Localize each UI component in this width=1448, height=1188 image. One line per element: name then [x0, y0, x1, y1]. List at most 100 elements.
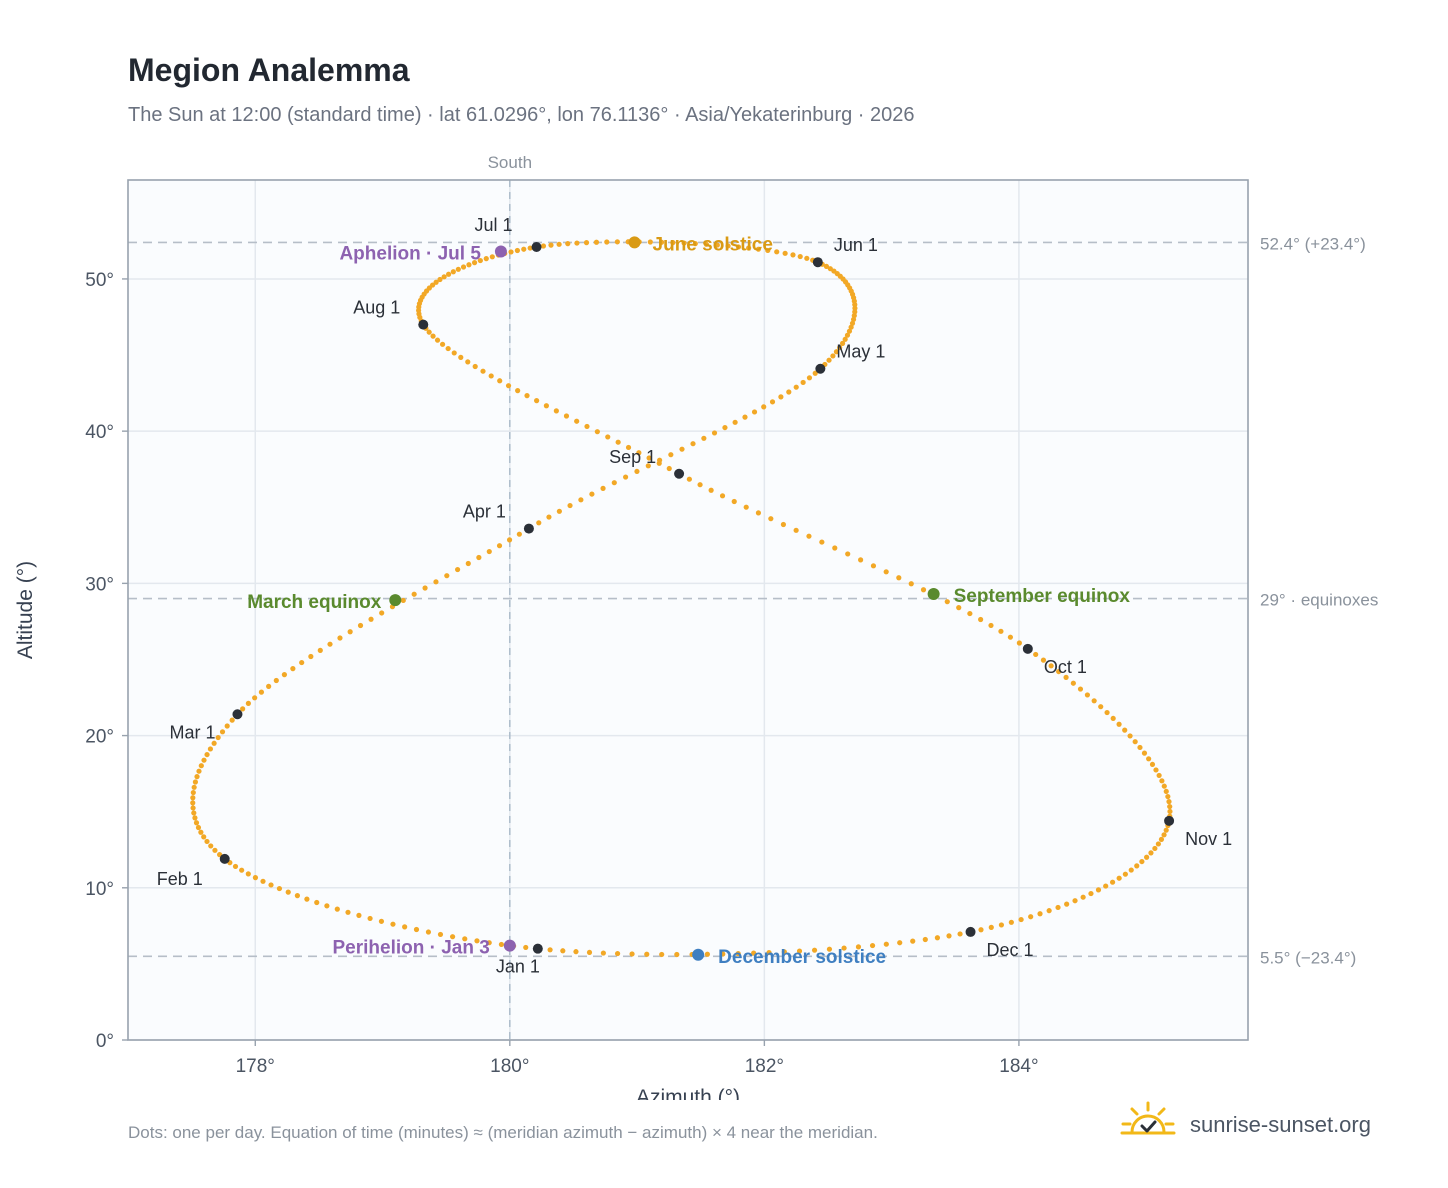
- daily-sun-dot: [437, 276, 443, 283]
- daily-sun-dot: [1139, 858, 1145, 865]
- daily-sun-dot: [690, 441, 696, 447]
- daily-sun-dot: [732, 419, 738, 425]
- daily-sun-dot: [450, 269, 456, 275]
- daily-sun-dot: [832, 545, 838, 551]
- daily-sun-dot: [444, 573, 450, 579]
- daily-sun-dot: [536, 520, 542, 526]
- daily-sun-dot: [735, 951, 741, 957]
- daily-sun-dot: [614, 239, 620, 245]
- daily-sun-dot: [1163, 788, 1169, 795]
- daily-sun-dot: [701, 435, 707, 441]
- month-label: Jun 1: [834, 235, 878, 255]
- daily-sun-dot: [1156, 772, 1162, 779]
- daily-sun-dot: [841, 945, 847, 951]
- daily-sun-dot: [934, 935, 941, 941]
- daily-sun-dot: [462, 936, 468, 942]
- daily-sun-dot: [681, 240, 687, 246]
- daily-sun-dot: [686, 476, 692, 482]
- daily-sun-dot: [978, 616, 984, 623]
- daily-sun-dot: [194, 774, 200, 780]
- daily-sun-dot: [356, 912, 362, 918]
- daily-sun-dot: [1110, 715, 1116, 722]
- daily-sun-dot: [337, 635, 343, 641]
- month-label: Jan 1: [496, 957, 540, 977]
- daily-sun-dot: [793, 384, 799, 390]
- footnote: Dots: one per day. Equation of time (min…: [128, 1123, 878, 1142]
- daily-sun-dot: [546, 514, 552, 520]
- daily-sun-dot: [455, 266, 461, 272]
- daily-sun-dot: [778, 394, 784, 400]
- daily-sun-dot: [413, 926, 420, 933]
- daily-sun-dot: [922, 936, 928, 943]
- daily-sun-dot: [239, 867, 245, 873]
- daily-sun-dot: [1144, 854, 1150, 860]
- event-dot: [389, 594, 402, 607]
- daily-sun-dot: [988, 924, 994, 930]
- daily-sun-dot: [454, 566, 461, 573]
- daily-sun-dot: [460, 264, 467, 270]
- x-tick-label: 184°: [999, 1056, 1038, 1077]
- month-dot: [965, 926, 976, 937]
- daily-sun-dot: [855, 944, 862, 950]
- daily-sun-dot: [845, 551, 851, 557]
- month-label: Sep 1: [609, 447, 656, 467]
- daily-sun-dot: [704, 951, 710, 957]
- daily-sun-dot: [1165, 793, 1171, 800]
- daily-sun-dot: [276, 885, 283, 892]
- daily-sun-dot: [192, 815, 198, 821]
- daily-sun-dot: [488, 373, 494, 379]
- month-dot: [1022, 643, 1033, 654]
- daily-sun-dot: [190, 789, 196, 796]
- daily-sun-dot: [1153, 767, 1159, 773]
- daily-sun-dot: [797, 253, 803, 260]
- daily-sun-dot: [646, 455, 652, 461]
- daily-sun-dot: [1104, 709, 1110, 716]
- daily-sun-dot: [645, 463, 651, 469]
- month-dot: [219, 853, 230, 864]
- daily-sun-dot: [400, 597, 406, 604]
- daily-sun-dot: [556, 241, 562, 247]
- daily-sun-dot: [281, 672, 288, 678]
- daily-sun-dot: [547, 947, 553, 953]
- daily-sun-dot: [204, 751, 210, 758]
- event-dot: [692, 948, 705, 961]
- daily-sun-dot: [782, 250, 788, 256]
- daily-sun-dot: [534, 398, 540, 404]
- daily-sun-dot: [644, 951, 650, 957]
- daily-sun-dot: [390, 921, 396, 927]
- daily-sun-dot: [548, 242, 554, 248]
- daily-sun-dot: [402, 924, 408, 930]
- daily-sun-dot: [647, 239, 653, 245]
- daily-sun-dot: [839, 340, 846, 346]
- x-axis-label: Azimuth (°): [636, 1086, 740, 1100]
- y-tick-label: 40°: [85, 422, 114, 443]
- sun-check-logo-icon: [1120, 1101, 1176, 1135]
- daily-sun-dot: [659, 951, 665, 958]
- daily-sun-dot: [844, 332, 851, 338]
- event-label: March equinox: [247, 592, 382, 613]
- daily-sun-dot: [722, 424, 728, 431]
- brand[interactable]: sunrise-sunset.org: [1118, 1100, 1388, 1150]
- daily-sun-dot: [273, 677, 279, 684]
- daily-sun-dot: [988, 622, 994, 629]
- month-label: Feb 1: [157, 869, 203, 889]
- daily-sun-dot: [852, 309, 858, 315]
- plot-frame: [127, 179, 1249, 1041]
- daily-sun-dot: [830, 353, 836, 359]
- daily-sun-dot: [806, 375, 813, 381]
- daily-sun-dot: [1088, 890, 1094, 897]
- daily-sun-dot: [742, 414, 748, 420]
- month-dot: [531, 241, 542, 252]
- daily-sun-dot: [294, 893, 300, 899]
- daily-sun-dot: [800, 379, 806, 386]
- daily-sun-dot: [445, 345, 451, 352]
- daily-sun-dot: [201, 834, 207, 840]
- y-tick-label: 10°: [85, 879, 114, 900]
- daily-sun-dot: [252, 695, 258, 701]
- x-tick-label: 178°: [236, 1056, 275, 1077]
- daily-sun-dot: [897, 940, 903, 946]
- daily-sun-dot: [368, 616, 374, 622]
- daily-sun-dot: [910, 938, 916, 944]
- daily-sun-dot: [441, 274, 447, 280]
- daily-sun-dot: [198, 763, 204, 769]
